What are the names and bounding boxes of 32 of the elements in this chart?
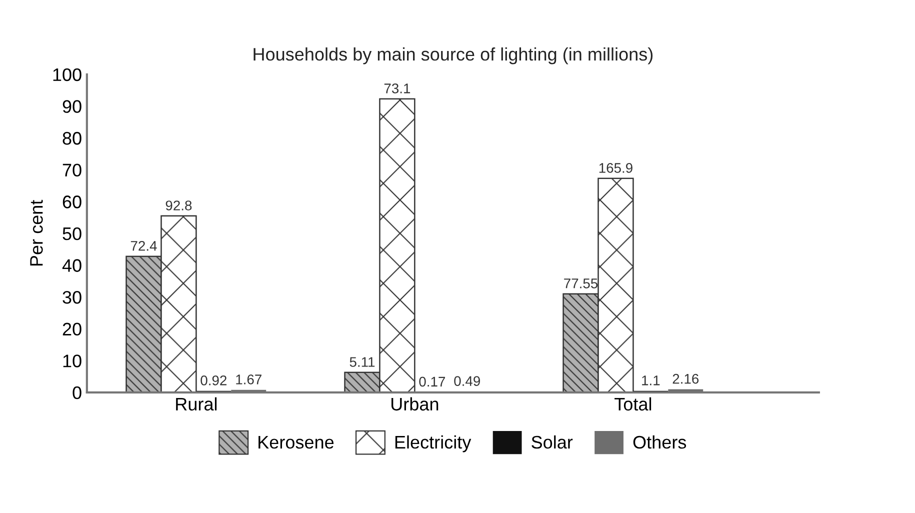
- legend-label: Kerosene: [258, 436, 334, 449]
- y-axis-title: Per cent: [30, 200, 43, 266]
- legend-label: Solar: [532, 435, 573, 449]
- x-tick-label: Urban: [391, 397, 438, 411]
- annotation: 0.17: [419, 376, 445, 387]
- annotation: 1.67: [236, 374, 262, 384]
- y-tick-label: 40: [62, 259, 82, 272]
- y-tick-label: 30: [62, 290, 82, 304]
- y-tick-label: 20: [62, 322, 82, 336]
- x-tick-label: Total: [614, 397, 652, 411]
- annotation: 5.11: [350, 357, 375, 367]
- y-tick-label: 90: [62, 100, 82, 113]
- x-tick-label: Rural: [176, 397, 217, 411]
- annotation: 0.49: [454, 376, 480, 386]
- y-tick-label: 100: [53, 68, 82, 82]
- annotation: 165.9: [599, 163, 632, 173]
- annotation: 92.8: [166, 200, 192, 210]
- annotation: 77.55: [564, 278, 598, 288]
- annotation: 73.1: [384, 84, 410, 94]
- chart-title: Households by main source of lighting (in millions): [254, 47, 653, 64]
- y-tick-label: 10: [63, 354, 82, 368]
- y-tick-label: 70: [62, 164, 82, 177]
- annotation: 2.16: [672, 374, 699, 384]
- legend-label: Others: [633, 435, 686, 449]
- y-tick-label: 50: [62, 227, 82, 240]
- y-tick-label: 60: [62, 196, 82, 208]
- y-tick-label: 0: [72, 386, 82, 400]
- annotation: 72.4: [130, 240, 157, 251]
- legend-label: Electricity: [395, 435, 472, 452]
- annotation: 1.1: [642, 376, 660, 386]
- annotation: 0.92: [200, 375, 226, 386]
- y-tick-label: 80: [62, 132, 82, 145]
